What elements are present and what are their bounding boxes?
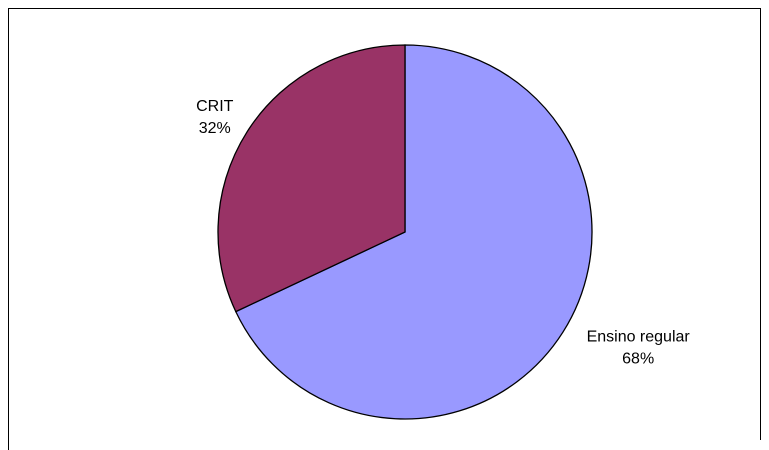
- slice-label: CRIT: [196, 98, 234, 115]
- pie-slice: [234, 44, 593, 420]
- chart-frame: [8, 8, 761, 450]
- slice-label: Ensino regular: [587, 328, 691, 345]
- slice-value-label: 68%: [622, 350, 654, 367]
- slice-value-label: 32%: [199, 120, 231, 137]
- pie-slice: [217, 44, 406, 313]
